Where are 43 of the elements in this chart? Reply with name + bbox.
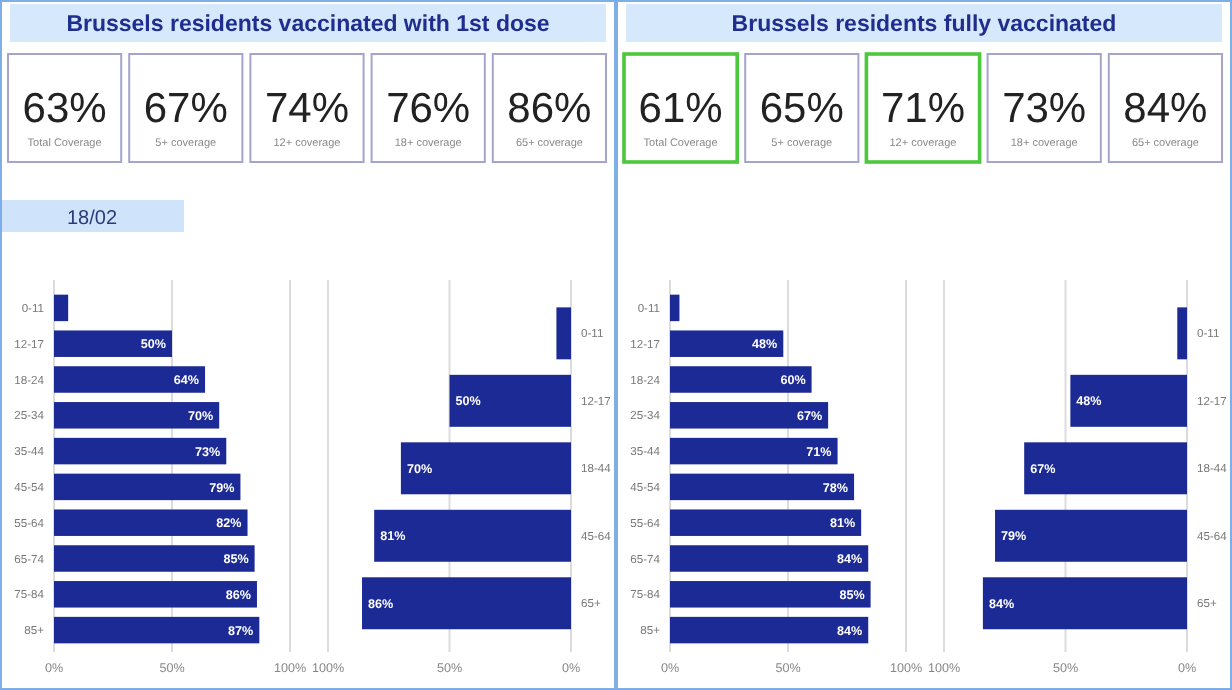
text: 76%: [386, 86, 471, 132]
bar: [374, 509, 571, 562]
bar: [670, 509, 862, 536]
bar: [1070, 374, 1187, 427]
bar: [670, 616, 869, 644]
bar: [670, 581, 871, 608]
bar: [54, 366, 206, 393]
bar: [556, 307, 571, 360]
text: 71%: [880, 86, 966, 132]
bar: [670, 437, 838, 465]
text: Brussels residents fully vaccinated: [731, 13, 1117, 37]
bar: [670, 545, 869, 572]
text: 73%: [1002, 86, 1087, 132]
bar: [54, 294, 69, 322]
bar: [670, 294, 680, 322]
bar: [670, 366, 812, 393]
bar: [670, 402, 829, 429]
bar: [54, 402, 220, 429]
bar: [449, 374, 571, 427]
bar: [362, 577, 571, 630]
text: 18/02: [66, 208, 118, 230]
bar: [54, 545, 255, 572]
text: 65%: [759, 86, 844, 132]
bar: [400, 442, 571, 495]
text: 84%: [1123, 86, 1208, 132]
bar: [1177, 307, 1187, 360]
bar: [54, 330, 172, 357]
text: 86%: [507, 86, 592, 132]
bar: [995, 509, 1187, 562]
bar: [1024, 442, 1187, 495]
bar: [670, 473, 855, 501]
bar: [670, 330, 784, 357]
text: 63%: [22, 86, 107, 132]
text: 61%: [638, 86, 723, 132]
bar: [54, 509, 248, 536]
bar: [54, 616, 260, 644]
bar: [54, 437, 227, 465]
bar: [54, 473, 241, 501]
bar: [54, 581, 257, 608]
text: Brussels residents vaccinated with 1st dose: [66, 13, 550, 37]
bar: [982, 577, 1187, 630]
text: 67%: [143, 86, 228, 132]
text: 74%: [264, 86, 350, 132]
